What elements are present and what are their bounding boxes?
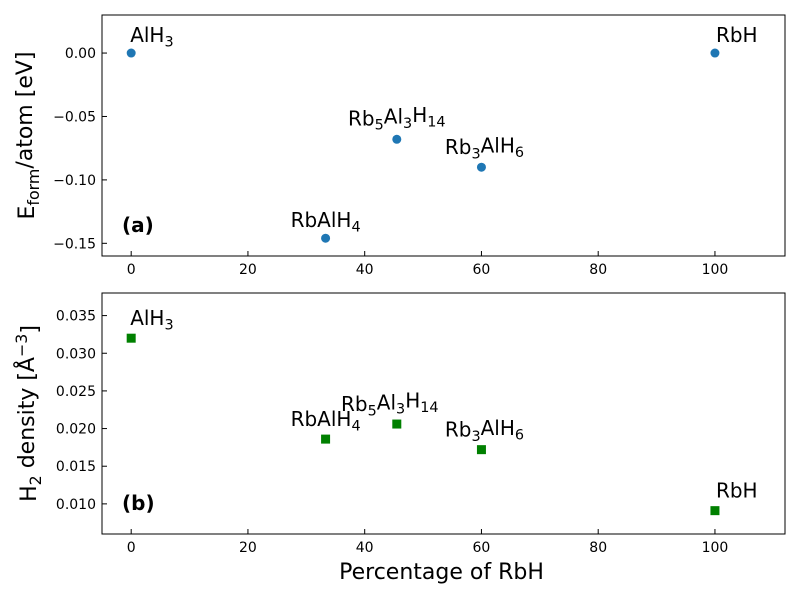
point-label: Rb5Al3H14	[341, 389, 439, 420]
point-label: Rb5Al3H14	[348, 103, 446, 134]
y-tick-label: −0.15	[53, 236, 96, 252]
y-tick-label: 0.030	[56, 346, 96, 362]
x-tick-label: 40	[356, 262, 374, 278]
y-tick-label: 0.00	[65, 46, 96, 62]
point-label: RbH	[716, 23, 758, 47]
point-label: AlH3	[130, 23, 173, 50]
x-tick-label: 20	[239, 262, 257, 278]
x-tick-label: 80	[589, 262, 607, 278]
axes-frame-b	[101, 292, 786, 535]
y-tick-label: 0.010	[56, 497, 96, 513]
panel-a: 0 20 40 60 80 100 −0.15 −0.10 −0.05 0.00 Eform/ato…	[13, 14, 786, 278]
y-axis-title: Eform/atom [eV]	[13, 52, 43, 220]
data-point	[392, 134, 402, 144]
data-point	[126, 48, 136, 58]
point-label: Rb3AlH6	[445, 134, 524, 163]
data-point	[710, 48, 720, 58]
data-point	[392, 419, 402, 429]
axes-frame-a	[101, 14, 786, 257]
point-label: Rb3AlH6	[445, 416, 524, 445]
data-point	[321, 434, 331, 444]
x-tick-label: 60	[473, 262, 491, 278]
x-axis-title: Percentage of RbH	[339, 560, 544, 585]
data-point	[710, 506, 720, 516]
x-tick-label: 100	[702, 540, 729, 556]
x-tick-label: 40	[356, 540, 374, 556]
point-label: RbAlH4	[291, 208, 361, 235]
panel-b: 0 20 40 60 80 100 0.010 0.015 0.020 0.025 0.030 0.0…	[12, 292, 786, 585]
x-tick-label: 0	[127, 262, 136, 278]
x-tick-label: 0	[127, 540, 136, 556]
data-point	[476, 162, 486, 172]
x-tick-label: 60	[473, 540, 491, 556]
y-tick-label: 0.025	[56, 384, 96, 400]
data-point	[321, 233, 331, 243]
point-label: RbH	[716, 479, 758, 503]
y-tick-label: 0.020	[56, 422, 96, 438]
panel-label: (b)	[122, 491, 155, 515]
point-label: RbAlH4	[291, 407, 361, 434]
x-tick-label: 100	[702, 262, 729, 278]
y-axis-title: H2 density [Å−3]	[12, 325, 45, 502]
x-tick-label: 20	[239, 540, 257, 556]
data-point	[476, 445, 486, 455]
data-point	[126, 333, 136, 343]
y-tick-label: 0.035	[56, 309, 96, 325]
y-tick-label: −0.05	[53, 109, 96, 125]
point-label: AlH3	[130, 306, 173, 333]
y-tick-label: −0.10	[53, 173, 96, 189]
y-tick-label: 0.015	[56, 459, 96, 475]
panel-label: (a)	[122, 213, 154, 237]
x-tick-label: 80	[589, 540, 607, 556]
